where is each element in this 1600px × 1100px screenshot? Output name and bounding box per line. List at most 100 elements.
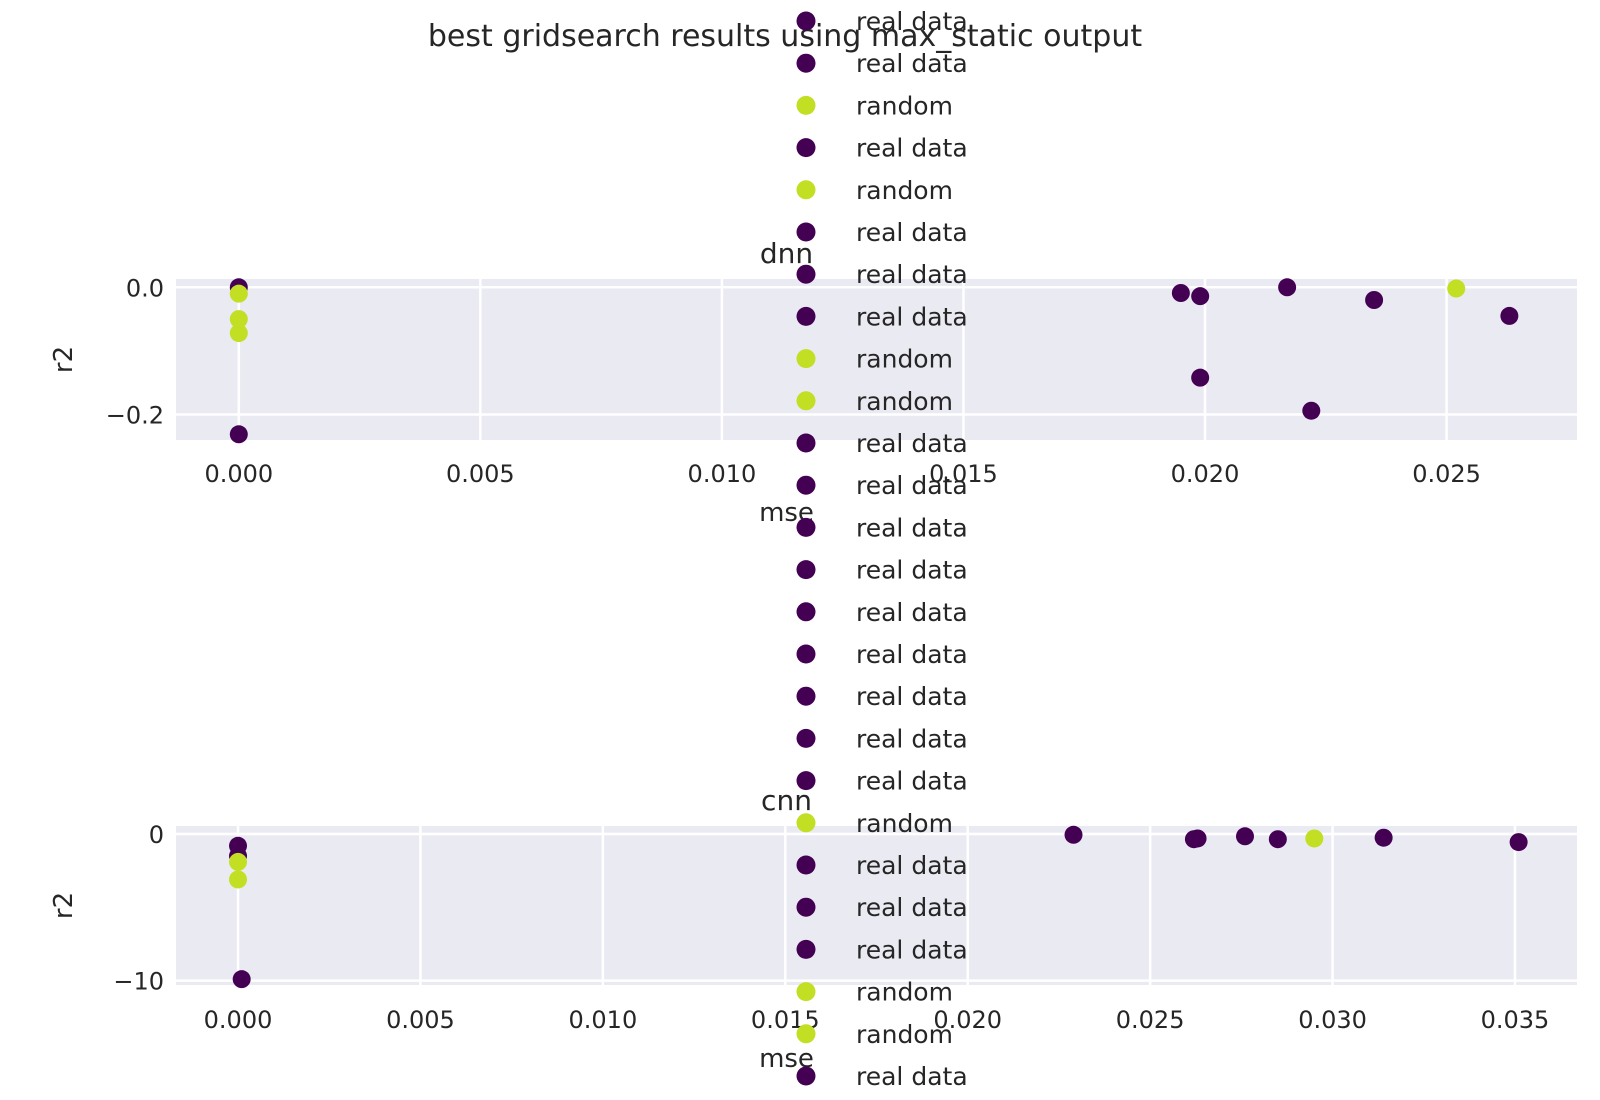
- legend-item: real data: [796, 724, 968, 753]
- y-tick-label: 0.0: [126, 274, 164, 302]
- legend-marker: [796, 433, 816, 453]
- legend-marker: [796, 855, 816, 875]
- data-point-random: [229, 852, 248, 871]
- legend-marker: [796, 306, 816, 326]
- panel-cnn: 0.000 0.005 0.010 0.015 0.020 0.025 0.030 0.035…: [49, 784, 1577, 1074]
- legend-marker: [796, 644, 816, 664]
- y-tick-label: −0.2: [106, 402, 164, 430]
- data-point-random: [229, 324, 248, 343]
- legend-marker: [796, 686, 816, 706]
- data-point-real: [1302, 401, 1321, 420]
- y-tick-label: 0: [149, 821, 164, 849]
- legend-marker: [796, 897, 816, 917]
- legend-label: real data: [856, 767, 968, 796]
- legend-label: real data: [856, 7, 968, 36]
- legend-marker: [796, 391, 816, 411]
- data-point-real: [1509, 833, 1528, 852]
- legend-label: random: [856, 1020, 953, 1049]
- data-point-real: [1374, 828, 1393, 847]
- legend-marker: [796, 560, 816, 580]
- legend-item: random: [796, 91, 953, 120]
- subplot-title: dnn: [760, 237, 813, 270]
- legend-marker: [796, 939, 816, 959]
- data-point-real: [232, 970, 251, 989]
- y-axis-label: r2: [49, 346, 79, 373]
- legend: real data real data random real data random r…: [796, 7, 968, 1091]
- legend-marker: [796, 349, 816, 369]
- legend-label: real data: [856, 302, 968, 331]
- legend-label: real data: [856, 851, 968, 880]
- legend-label: real data: [856, 471, 968, 500]
- data-point-real: [1500, 306, 1519, 325]
- x-tick-label: 0.000: [204, 1006, 273, 1034]
- data-point-random: [1447, 279, 1466, 298]
- legend-label: random: [856, 91, 953, 120]
- legend-item: real data: [796, 513, 968, 542]
- data-point-real: [1064, 825, 1083, 844]
- x-tick-label: 0.015: [929, 460, 998, 488]
- legend-marker: [796, 813, 816, 833]
- data-point-real: [1171, 284, 1190, 302]
- legend-marker: [796, 180, 816, 200]
- legend-label: random: [856, 345, 953, 374]
- x-tick-label: 0.025: [1116, 1006, 1185, 1034]
- legend-marker: [796, 138, 816, 158]
- data-point-real: [1365, 291, 1384, 309]
- legend-marker: [796, 475, 816, 495]
- legend-item: real data: [796, 640, 968, 669]
- data-point-real: [1191, 287, 1210, 306]
- legend-label: real data: [856, 893, 968, 922]
- x-tick-label: 0.010: [569, 1006, 638, 1034]
- data-point-random: [1305, 829, 1324, 848]
- x-tick-label: 0.020: [933, 1006, 1002, 1034]
- legend-item: real data: [796, 302, 968, 331]
- legend-label: real data: [856, 598, 968, 627]
- x-tick-label: 0.010: [688, 460, 757, 488]
- legend-item: real data: [796, 935, 968, 964]
- y-axis-label: r2: [49, 892, 79, 919]
- data-point-real: [229, 425, 248, 444]
- legend-marker: [796, 602, 816, 622]
- legend-marker: [796, 771, 816, 791]
- legend-marker: [796, 53, 816, 73]
- x-tick-label: 0.005: [386, 1006, 455, 1034]
- legend-item: random: [796, 345, 953, 374]
- data-point-real: [1268, 830, 1287, 849]
- legend-label: real data: [856, 513, 968, 542]
- x-tick-label: 0.030: [1298, 1006, 1367, 1034]
- legend-item: real data: [796, 134, 968, 163]
- legend-item: random: [796, 809, 953, 838]
- legend-label: real data: [856, 556, 968, 585]
- panels: 0.000 0.005 0.010 0.015 0.020 0.0250.0−0.2mse…: [49, 237, 1577, 1074]
- legend-label: random: [856, 387, 953, 416]
- legend-item: random: [796, 978, 953, 1007]
- legend-label: real data: [856, 429, 968, 458]
- legend-item: real data: [796, 218, 968, 247]
- legend-label: real data: [856, 49, 968, 78]
- legend-item: real data: [796, 851, 968, 880]
- legend-marker: [796, 222, 816, 242]
- legend-item: random: [796, 1020, 953, 1049]
- legend-item: real data: [796, 1062, 968, 1091]
- legend-label: real data: [856, 682, 968, 711]
- data-point-real: [1188, 829, 1207, 848]
- legend-item: real data: [796, 893, 968, 922]
- legend-label: random: [856, 978, 953, 1007]
- legend-marker: [796, 1024, 816, 1044]
- legend-marker: [796, 264, 816, 284]
- legend-marker: [796, 517, 816, 537]
- legend-label: real data: [856, 260, 968, 289]
- legend-item: real data: [796, 767, 968, 796]
- legend-label: real data: [856, 640, 968, 669]
- legend-item: real data: [796, 682, 968, 711]
- plot-area: [176, 826, 1577, 985]
- figure-title: best gridsearch results using max_static…: [428, 19, 1142, 54]
- x-tick-label: 0.025: [1412, 460, 1481, 488]
- x-tick-label: 0.020: [1171, 460, 1240, 488]
- y-tick-label: −10: [113, 968, 164, 996]
- legend-marker: [796, 728, 816, 748]
- legend-label: random: [856, 809, 953, 838]
- data-point-real: [1235, 827, 1254, 846]
- legend-label: real data: [856, 935, 968, 964]
